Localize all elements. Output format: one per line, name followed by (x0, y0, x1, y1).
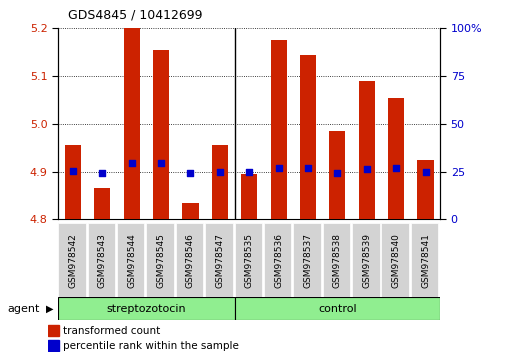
Bar (381, 223, 408, 297)
Text: control: control (318, 304, 356, 314)
Bar (211, 145, 227, 219)
Text: GSM978537: GSM978537 (303, 233, 312, 288)
Bar (387, 98, 403, 219)
Text: GSM978536: GSM978536 (274, 233, 282, 288)
Bar (58, 223, 85, 297)
Bar (175, 223, 203, 297)
Bar (153, 50, 169, 219)
Text: GSM978540: GSM978540 (391, 233, 400, 288)
Bar (299, 55, 316, 219)
Point (98, 170, 106, 176)
Point (304, 165, 312, 171)
Text: GSM978539: GSM978539 (362, 233, 371, 288)
Bar (417, 160, 433, 219)
Text: GSM978546: GSM978546 (185, 233, 194, 288)
Point (333, 170, 341, 176)
Bar (351, 223, 379, 297)
Bar (358, 81, 374, 219)
Bar (94, 188, 110, 219)
Bar (205, 223, 232, 297)
Bar (65, 145, 81, 219)
Bar (270, 40, 286, 219)
Bar (410, 223, 437, 297)
Text: GSM978542: GSM978542 (68, 233, 77, 287)
Point (127, 160, 135, 166)
Point (274, 165, 282, 171)
Bar (234, 297, 439, 320)
Point (391, 165, 399, 171)
Point (215, 169, 223, 175)
Bar (58, 297, 234, 320)
Bar (182, 203, 198, 219)
Point (362, 166, 370, 172)
Text: transformed count: transformed count (63, 326, 160, 336)
Bar (322, 223, 349, 297)
Bar (123, 28, 139, 219)
Bar (146, 223, 174, 297)
Text: ▶: ▶ (45, 304, 53, 314)
Text: GDS4845 / 10412699: GDS4845 / 10412699 (68, 8, 203, 21)
Bar (48, 325, 59, 336)
Text: GSM978541: GSM978541 (420, 233, 429, 288)
Text: percentile rank within the sample: percentile rank within the sample (63, 341, 239, 350)
Bar (234, 223, 262, 297)
Text: streptozotocin: streptozotocin (107, 304, 186, 314)
Text: GSM978544: GSM978544 (127, 233, 136, 287)
Bar (48, 340, 59, 351)
Point (69, 168, 77, 173)
Bar (241, 174, 257, 219)
Text: GSM978545: GSM978545 (156, 233, 165, 288)
Bar (293, 223, 320, 297)
Point (186, 170, 194, 176)
Text: GSM978535: GSM978535 (244, 233, 253, 288)
Bar (117, 223, 144, 297)
Text: GSM978538: GSM978538 (332, 233, 341, 288)
Bar (264, 223, 291, 297)
Text: GSM978547: GSM978547 (215, 233, 224, 288)
Point (245, 169, 253, 175)
Text: GSM978543: GSM978543 (97, 233, 107, 288)
Text: agent: agent (8, 304, 40, 314)
Bar (87, 223, 115, 297)
Point (421, 169, 429, 175)
Point (157, 160, 165, 166)
Bar (329, 131, 345, 219)
